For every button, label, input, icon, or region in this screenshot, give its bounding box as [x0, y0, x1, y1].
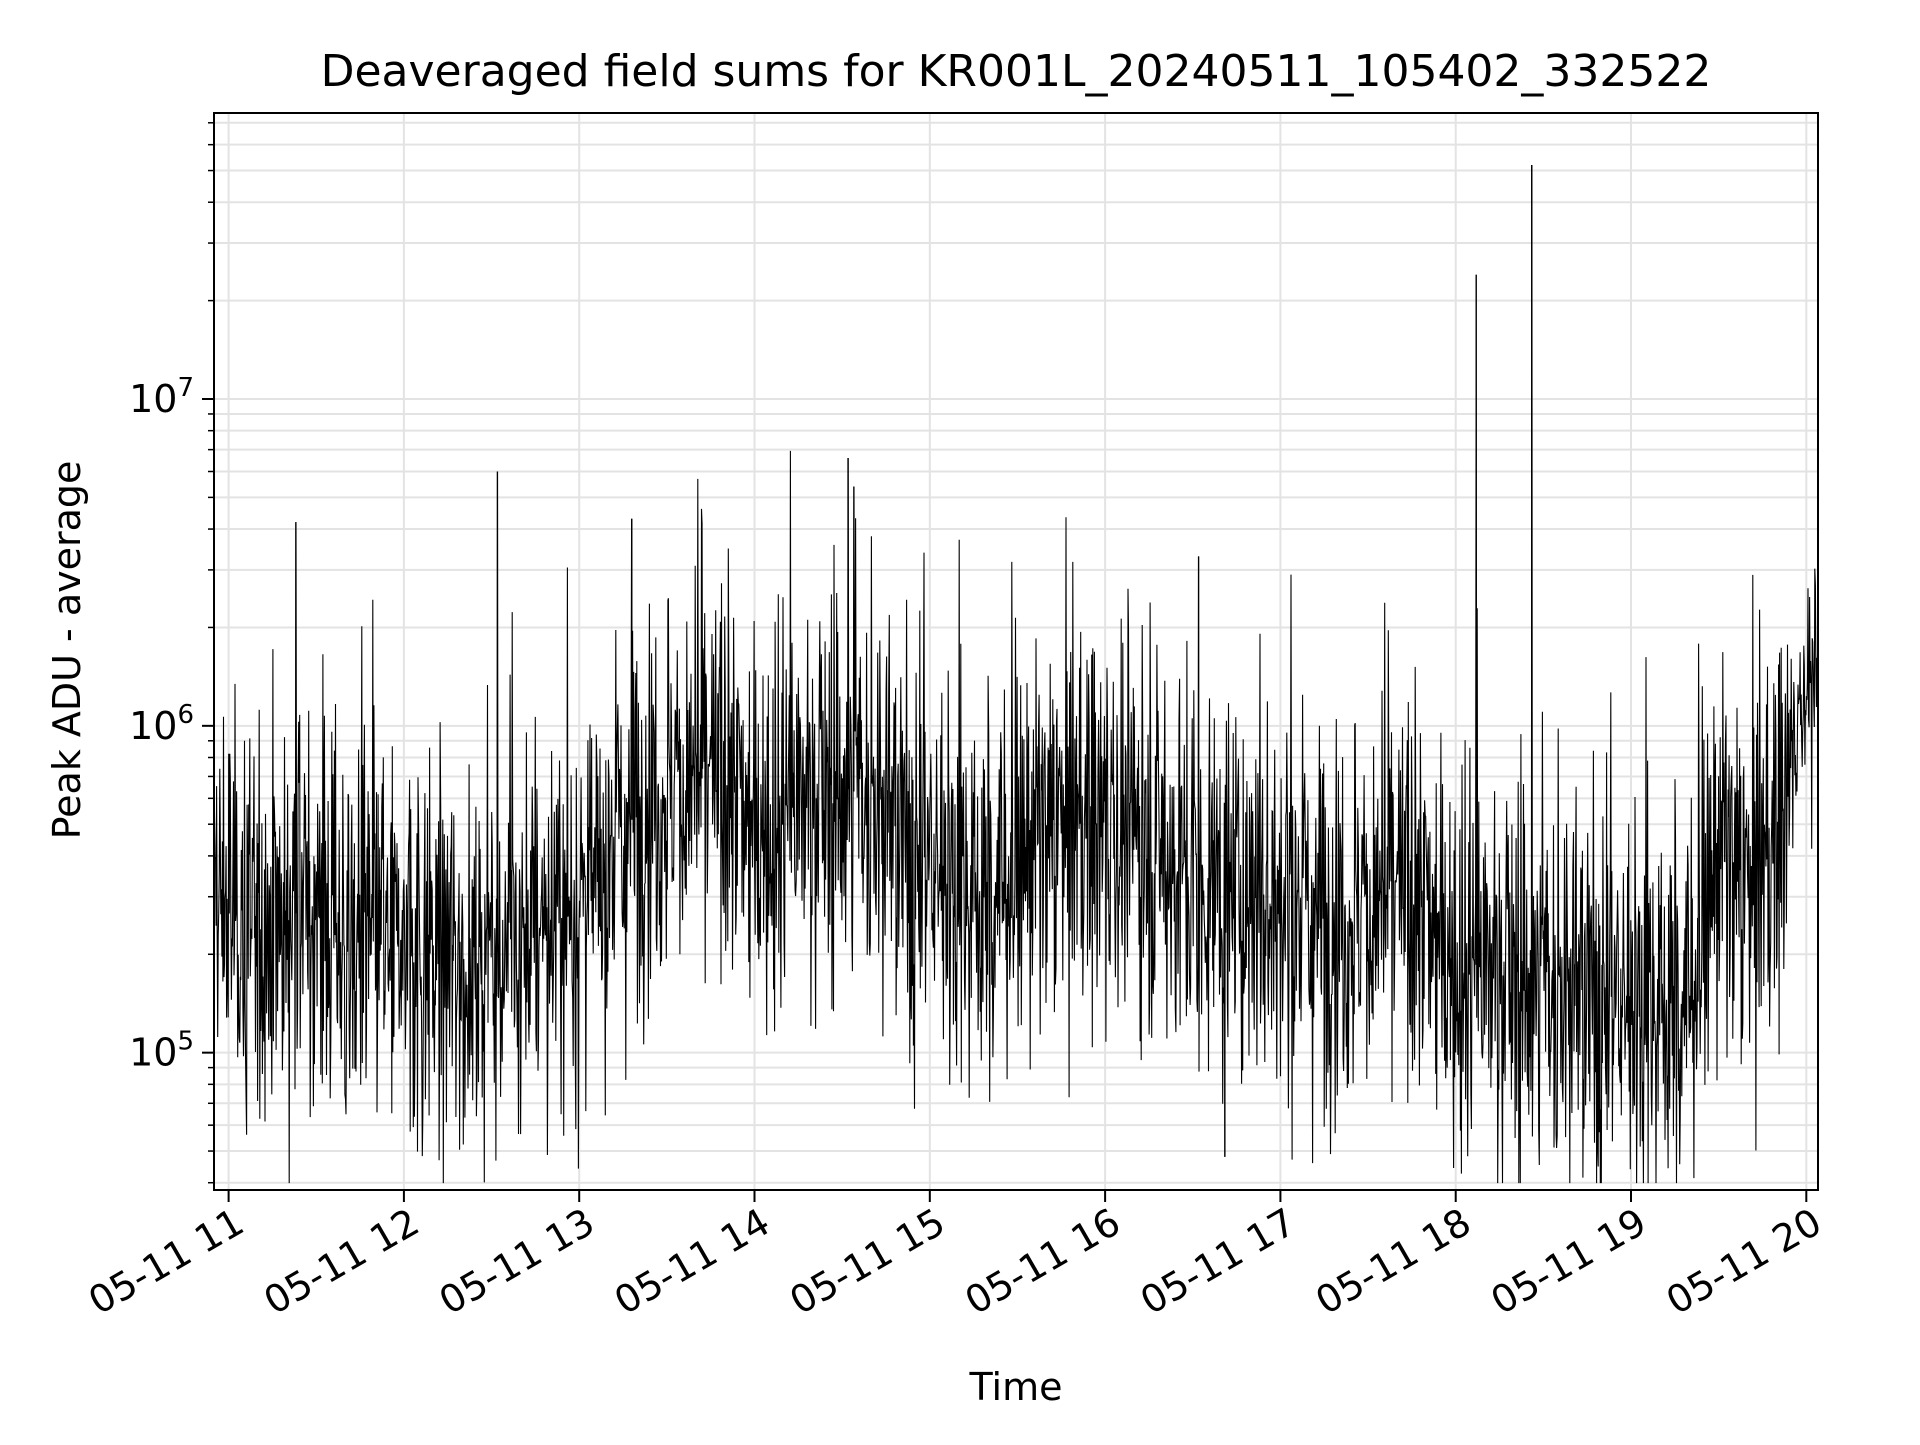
x-tick-label: 05-11 16	[958, 1200, 1128, 1324]
x-tick-label: 05-11 19	[1484, 1200, 1654, 1324]
x-tick-label: 05-11 20	[1659, 1200, 1829, 1324]
y-axis-label: Peak ADU - average	[45, 461, 89, 840]
x-tick-label: 05-11 13	[432, 1200, 602, 1324]
y-tick-label: 107	[129, 373, 194, 421]
plot-frame	[213, 112, 1819, 1191]
x-axis-label: Time	[969, 1365, 1063, 1409]
y-tick-label: 105	[129, 1027, 194, 1075]
x-tick-label: 05-11 12	[256, 1200, 426, 1324]
y-tick-label: 106	[129, 700, 194, 748]
x-tick-label: 05-11 18	[1308, 1200, 1478, 1324]
data-layer	[213, 164, 1819, 1184]
x-tick-label: 05-11 15	[782, 1200, 952, 1324]
chart-title: Deaveraged field sums for KR001L_2024051…	[321, 46, 1712, 97]
series-line	[213, 164, 1819, 1184]
x-tick-label: 05-11 11	[81, 1200, 251, 1324]
axes: 05-11 11 05-11 12 05-11 13 05-11 14 05-11 15…	[81, 112, 1829, 1324]
x-tick-label: 05-11 14	[607, 1200, 777, 1324]
x-tick-label: 05-11 17	[1133, 1200, 1303, 1324]
